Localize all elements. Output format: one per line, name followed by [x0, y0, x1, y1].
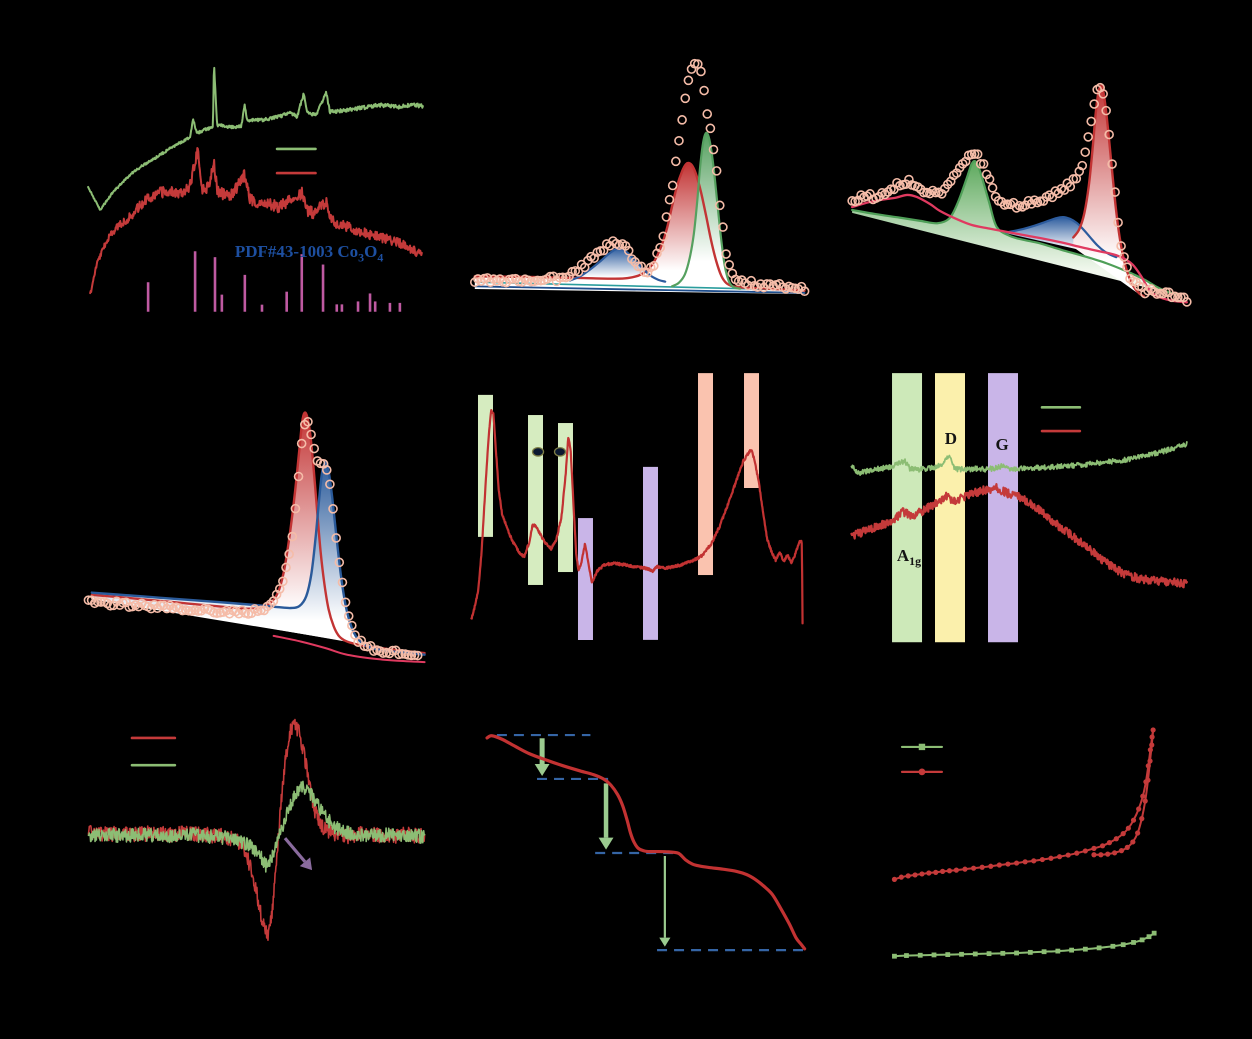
highlight-band-purple-1: [577, 518, 593, 640]
highlight-band-green-3: [557, 423, 573, 573]
raw-data-circles: [83, 416, 423, 661]
raman-curve-green: [850, 441, 1188, 476]
fit-line-blue: [1005, 215, 1118, 259]
highlight-band-salmon-1: [698, 373, 714, 576]
svg-text:A1g: A1g: [897, 546, 921, 568]
peak-label-a1g: A1g: [897, 546, 921, 568]
o-glyph-annotation-right: [553, 446, 567, 457]
highlight-band-a1g-green: [892, 373, 923, 643]
panel-c-xps-fit-with-background: [847, 82, 1192, 307]
svg-text:D: D: [945, 429, 957, 448]
isotherm-red-hysteresis: [891, 727, 1156, 882]
panel-d-xps-fit-two-peaks: [83, 411, 426, 664]
fit-line-green: [670, 131, 742, 290]
legend-marker-red: [918, 768, 926, 776]
baseline-darkblue: [473, 285, 806, 294]
legend-marker-green: [918, 743, 926, 751]
isotherm-green: [892, 930, 1157, 959]
mass-loss-arrow-3: [659, 856, 671, 947]
panel-a-xrd-patterns: PDF#43-1003 Co3O4: [87, 66, 424, 312]
highlight-band-d-yellow: [934, 373, 965, 643]
panel-f-raman-spectra-with-bands: A1g D G: [850, 373, 1188, 643]
peak-label-g: G: [995, 435, 1008, 454]
baseline-crimson: [272, 634, 426, 664]
panel-h-tga-curve: [485, 733, 807, 952]
highlight-band-green-2: [528, 415, 544, 585]
pdf-reference-label: PDF#43-1003 Co3O4: [235, 242, 383, 264]
highlight-band-purple-2: [642, 466, 658, 640]
panel-i-adsorption-isotherms: [891, 727, 1157, 959]
tga-curve-red: [485, 734, 807, 951]
panel-b-xps-fit-three-peaks: [470, 58, 810, 297]
ftir-curve-red: [470, 409, 804, 625]
highlight-band-g-purple: [988, 373, 1019, 643]
raman-curve-red: [850, 482, 1188, 589]
signal-arrow-purple: [283, 837, 313, 871]
raw-data-circles: [847, 82, 1192, 307]
xrd-curve-red: [89, 147, 423, 295]
mass-loss-arrow-2: [598, 783, 614, 850]
svg-text:PDF#43-1003 Co3O4: PDF#43-1003 Co3O4: [235, 242, 383, 264]
raw-data-circles: [470, 58, 810, 297]
xrd-curve-green: [87, 66, 424, 211]
reference-stick-pattern: [146, 251, 402, 312]
fit-area-red: [1073, 85, 1144, 298]
peak-label-d: D: [945, 429, 957, 448]
epr-curve-green: [87, 780, 426, 873]
panel-e-ftir-spectrum-with-bands: [470, 373, 804, 640]
svg-text:G: G: [995, 435, 1008, 454]
panel-g-epr-spectra: [87, 718, 426, 942]
o-glyph-annotation-left: [531, 446, 545, 457]
fit-peak-red: [474, 162, 805, 295]
